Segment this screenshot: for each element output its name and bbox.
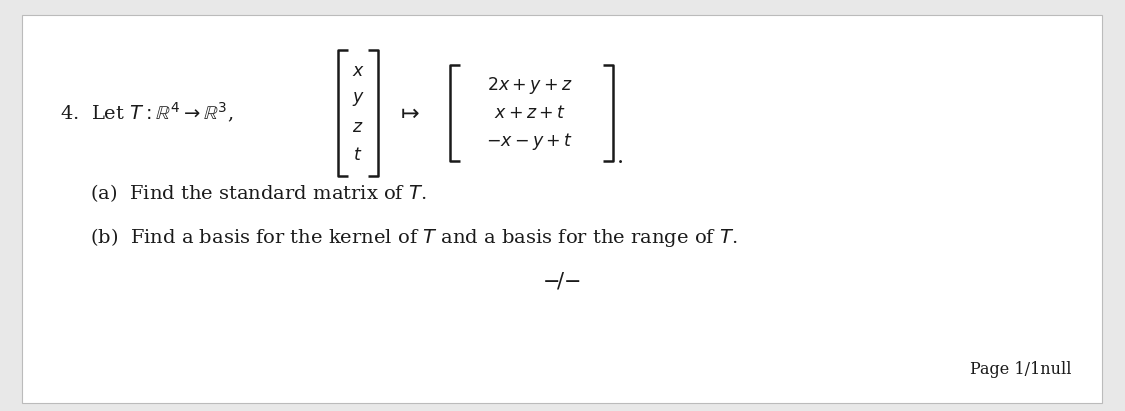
Text: $-x - y + t$: $-x - y + t$ — [486, 131, 574, 152]
Text: $y$: $y$ — [351, 90, 364, 108]
Text: $2x + y + z$: $2x + y + z$ — [487, 74, 573, 95]
Text: $\mapsto$: $\mapsto$ — [396, 102, 420, 124]
Text: (a)  Find the standard matrix of $T$.: (a) Find the standard matrix of $T$. — [90, 182, 426, 204]
Text: $x$: $x$ — [351, 62, 364, 79]
Text: .: . — [616, 146, 624, 168]
FancyBboxPatch shape — [22, 15, 1102, 403]
Text: 4.  Let $T : \mathbb{R}^4 \to \mathbb{R}^3$,: 4. Let $T : \mathbb{R}^4 \to \mathbb{R}^… — [60, 101, 233, 125]
Text: Page 1/1null: Page 1/1null — [971, 360, 1072, 377]
Text: $z$: $z$ — [352, 118, 363, 136]
Text: $x + z + t$: $x + z + t$ — [494, 104, 566, 122]
Text: (b)  Find a basis for the kernel of $T$ and a basis for the range of $T$.: (b) Find a basis for the kernel of $T$ a… — [90, 226, 738, 249]
Text: $t$: $t$ — [353, 146, 362, 164]
Text: $-\!/\!-$: $-\!/\!-$ — [542, 270, 582, 291]
